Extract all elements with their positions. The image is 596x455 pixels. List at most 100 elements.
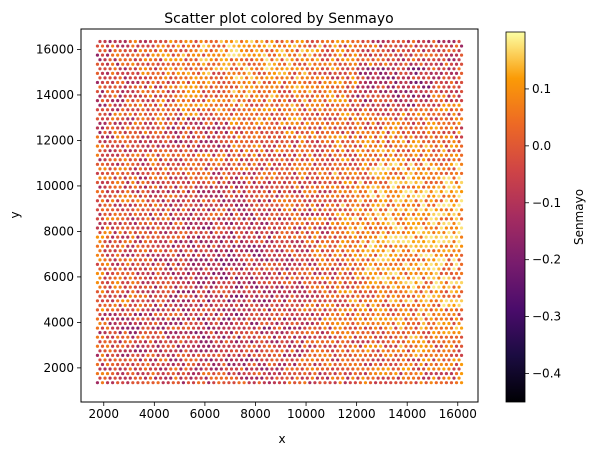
scatter-point — [298, 281, 301, 284]
scatter-point — [369, 117, 372, 120]
scatter-point — [101, 354, 104, 357]
scatter-point — [374, 354, 377, 357]
scatter-point — [144, 267, 147, 270]
scatter-point — [301, 113, 304, 116]
scatter-point — [141, 363, 144, 366]
scatter-point — [243, 281, 246, 284]
scatter-point — [404, 299, 407, 302]
scatter-point — [341, 267, 344, 270]
scatter-point — [460, 236, 463, 239]
scatter-point — [422, 331, 425, 334]
scatter-point — [227, 217, 230, 220]
scatter-point — [364, 354, 367, 357]
scatter-point — [336, 295, 339, 298]
scatter-point — [139, 276, 142, 279]
scatter-point — [184, 249, 187, 252]
scatter-point — [331, 222, 334, 225]
scatter-point — [407, 94, 410, 97]
scatter-point — [268, 354, 271, 357]
scatter-point — [356, 104, 359, 107]
scatter-point — [288, 354, 291, 357]
scatter-point — [278, 108, 281, 111]
scatter-point — [255, 113, 258, 116]
scatter-point — [235, 322, 238, 325]
scatter-point — [323, 326, 326, 329]
scatter-point — [457, 322, 460, 325]
scatter-point — [417, 358, 420, 361]
scatter-point — [230, 304, 233, 307]
scatter-point — [139, 249, 142, 252]
scatter-point — [265, 267, 268, 270]
scatter-point — [126, 208, 129, 211]
scatter-point — [414, 208, 417, 211]
scatter-point — [409, 290, 412, 293]
scatter-point — [326, 304, 329, 307]
scatter-point — [326, 331, 329, 334]
scatter-point — [321, 76, 324, 79]
scatter-point — [126, 290, 129, 293]
scatter-point — [447, 104, 450, 107]
scatter-point — [354, 154, 357, 157]
scatter-point — [301, 340, 304, 343]
scatter-point — [389, 363, 392, 366]
scatter-point — [258, 263, 261, 266]
scatter-point — [452, 377, 455, 380]
scatter-point — [174, 122, 177, 125]
scatter-point — [253, 135, 256, 138]
scatter-point — [430, 326, 433, 329]
scatter-point — [298, 90, 301, 93]
scatter-point — [126, 181, 129, 184]
scatter-point — [250, 231, 253, 234]
scatter-point — [167, 172, 170, 175]
scatter-point — [311, 286, 314, 289]
scatter-point — [197, 336, 200, 339]
scatter-point — [394, 281, 397, 284]
scatter-point — [291, 140, 294, 143]
scatter-point — [98, 258, 101, 261]
scatter-point — [447, 367, 450, 370]
scatter-point — [184, 113, 187, 116]
scatter-point — [402, 131, 405, 134]
scatter-point — [215, 185, 218, 188]
scatter-point — [144, 131, 147, 134]
scatter-point — [402, 167, 405, 170]
scatter-point — [359, 245, 362, 248]
scatter-point — [111, 254, 114, 257]
scatter-point — [116, 326, 119, 329]
scatter-point — [384, 272, 387, 275]
scatter-point — [382, 176, 385, 179]
scatter-point — [146, 199, 149, 202]
scatter-point — [237, 354, 240, 357]
scatter-point — [394, 117, 397, 120]
scatter-point — [169, 358, 172, 361]
scatter-point — [404, 90, 407, 93]
scatter-point — [321, 313, 324, 316]
scatter-point — [184, 167, 187, 170]
scatter-point — [351, 340, 354, 343]
scatter-point — [139, 158, 142, 161]
scatter-point — [402, 158, 405, 161]
scatter-point — [189, 149, 192, 152]
scatter-point — [450, 226, 453, 229]
scatter-point — [169, 222, 172, 225]
scatter-point — [387, 358, 390, 361]
scatter-point — [460, 163, 463, 166]
scatter-point — [422, 185, 425, 188]
scatter-point — [374, 181, 377, 184]
scatter-point — [328, 126, 331, 129]
scatter-point — [232, 208, 235, 211]
scatter-point — [308, 263, 311, 266]
scatter-point — [159, 204, 162, 207]
scatter-point — [447, 113, 450, 116]
scatter-point — [172, 135, 175, 138]
scatter-point — [288, 190, 291, 193]
scatter-point — [354, 336, 357, 339]
scatter-point — [164, 131, 167, 134]
scatter-point — [313, 163, 316, 166]
scatter-point — [417, 76, 420, 79]
scatter-point — [321, 304, 324, 307]
scatter-point — [136, 372, 139, 375]
scatter-point — [184, 322, 187, 325]
scatter-point — [151, 326, 154, 329]
scatter-point — [232, 135, 235, 138]
